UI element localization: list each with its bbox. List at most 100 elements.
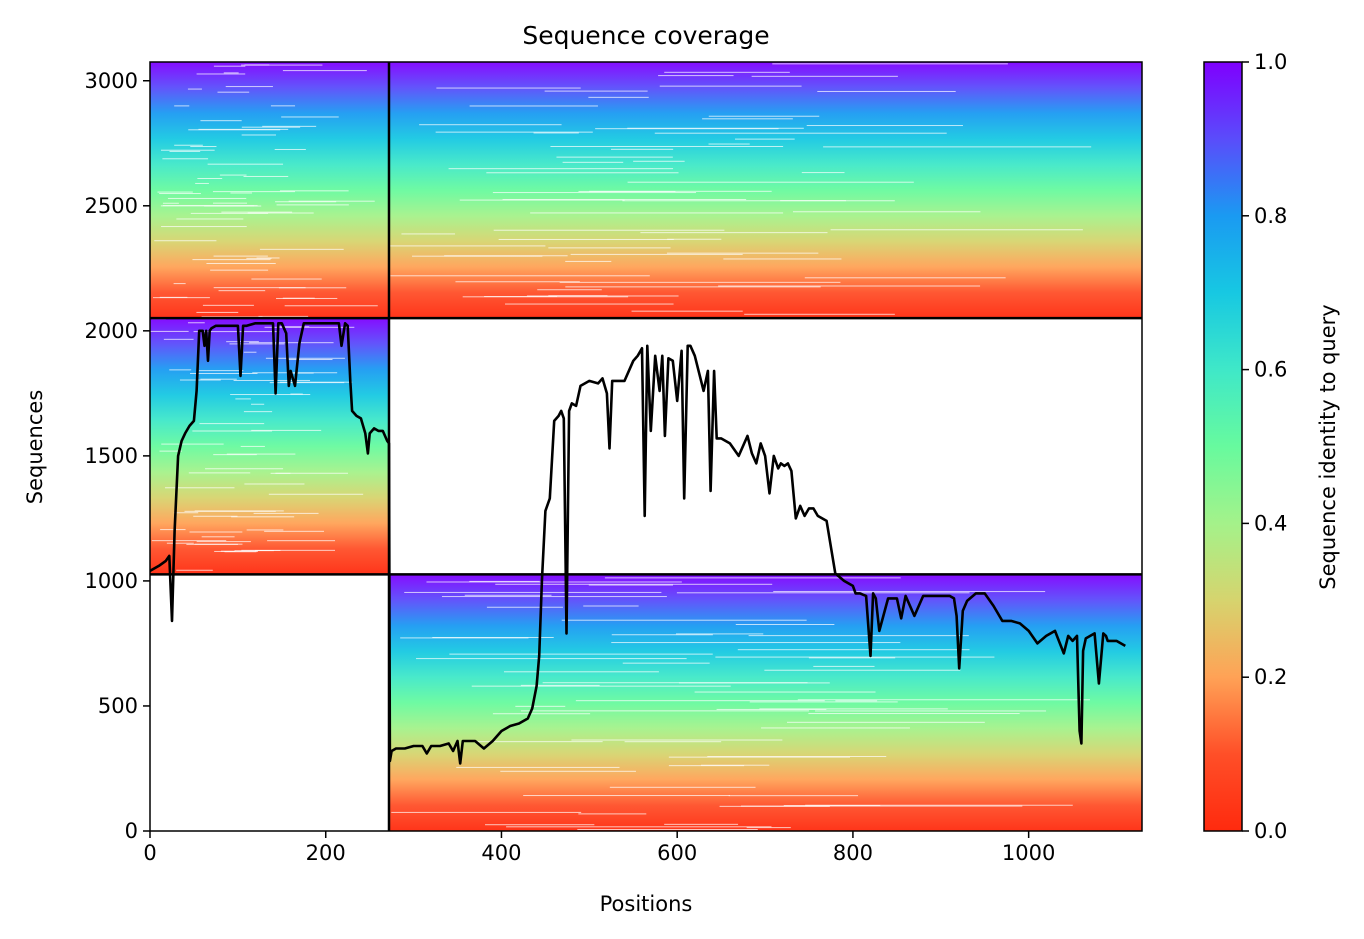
gap-streak — [523, 795, 730, 797]
gap-streak — [225, 86, 273, 88]
gap-streak — [288, 200, 375, 202]
gap-streak — [780, 200, 847, 202]
gap-streak — [219, 174, 247, 176]
gap-streak — [284, 305, 378, 307]
gap-streak — [201, 536, 235, 538]
gap-streak — [241, 126, 301, 128]
gap-streak — [262, 125, 317, 127]
gap-streak — [194, 510, 284, 512]
x-tick-label: 200 — [306, 841, 346, 865]
gap-streak — [256, 257, 280, 259]
gap-streak — [471, 685, 731, 687]
gap-streak — [633, 160, 685, 162]
gap-streak — [542, 682, 808, 684]
gap-streak — [464, 594, 552, 596]
gap-streak — [230, 192, 253, 194]
chart-title: Sequence coverage — [522, 21, 769, 50]
gap-streak — [235, 398, 251, 400]
gap-streak — [201, 316, 263, 318]
y-axis: 0 500 1000 1500 2000 2500 3000 — [85, 69, 150, 843]
gap-streak — [707, 756, 887, 758]
gap-streak — [195, 182, 209, 184]
gap-streak — [210, 269, 269, 271]
gap-streak — [786, 721, 985, 723]
gap-streak — [189, 531, 243, 533]
gap-streak — [804, 277, 1006, 279]
gap-streak — [830, 229, 1083, 231]
gap-streak — [728, 795, 859, 797]
gap-streak — [243, 175, 289, 177]
gap-streak — [694, 691, 876, 693]
gap-streak — [570, 253, 743, 255]
gap-streak — [797, 699, 1090, 701]
gap-streak — [282, 297, 315, 299]
gap-streak — [173, 283, 186, 285]
gap-streak — [578, 813, 647, 815]
gap-streak — [658, 75, 734, 77]
gap-streak — [588, 96, 649, 98]
gap-streak — [493, 229, 725, 231]
x-tick-label: 400 — [481, 841, 521, 865]
gap-streak — [610, 148, 674, 150]
gap-streak — [808, 713, 1020, 715]
gap-streak — [230, 394, 311, 396]
y-tick-label: 2000 — [85, 319, 138, 343]
gap-streak — [252, 372, 338, 374]
gap-streak — [221, 211, 293, 213]
gap-streak — [664, 71, 790, 73]
gap-streak — [449, 653, 713, 655]
gap-streak — [190, 372, 258, 374]
gap-streak — [520, 710, 810, 712]
gap-streak — [448, 168, 674, 170]
gap-streak — [575, 700, 825, 702]
gap-streak — [244, 483, 305, 485]
y-tick-label: 2500 — [85, 194, 138, 218]
gap-streak — [801, 172, 845, 174]
gap-streak — [206, 262, 276, 264]
gap-streak — [530, 212, 784, 214]
gap-streak — [759, 708, 948, 710]
gap-streak — [193, 515, 238, 517]
gap-streak — [190, 146, 217, 148]
gap-streak — [562, 161, 624, 163]
gap-streak — [196, 541, 251, 543]
gap-streak — [659, 85, 802, 87]
gap-streak — [654, 132, 947, 134]
gap-streak — [229, 343, 285, 345]
alignment-block-2 — [388, 62, 1142, 319]
gap-streak — [583, 605, 639, 607]
gap-streak — [162, 158, 209, 160]
gap-streak — [150, 330, 189, 332]
gap-streak — [166, 542, 194, 544]
gap-streak — [455, 281, 580, 283]
gap-streak — [734, 138, 795, 140]
gap-streak — [212, 191, 296, 193]
gap-streak — [676, 592, 970, 594]
gap-streak — [391, 811, 582, 813]
plot-frame — [149, 61, 1143, 832]
gap-streak — [835, 700, 878, 702]
gap-streak — [160, 149, 215, 151]
gap-streak — [197, 177, 223, 179]
gap-streak — [548, 295, 608, 297]
gap-streak — [675, 633, 764, 635]
gap-streak — [748, 635, 969, 637]
colorbar-gradient — [1203, 61, 1243, 832]
gap-streak — [813, 665, 875, 667]
gap-streak — [737, 649, 970, 651]
gap-streak — [588, 584, 673, 586]
gap-streak — [217, 91, 250, 93]
gap-streak — [194, 543, 243, 545]
gap-streak — [622, 200, 895, 202]
gap-streak — [611, 642, 901, 644]
gap-streak — [495, 583, 773, 585]
gap-streak — [723, 258, 842, 260]
gap-streak — [744, 313, 895, 315]
gap-streak — [761, 727, 910, 729]
gap-streak — [506, 826, 772, 828]
gap-streak — [577, 829, 758, 831]
gap-streak — [419, 124, 562, 126]
gap-streak — [199, 423, 265, 425]
gap-streak — [275, 201, 337, 203]
gap-streak — [561, 619, 807, 621]
